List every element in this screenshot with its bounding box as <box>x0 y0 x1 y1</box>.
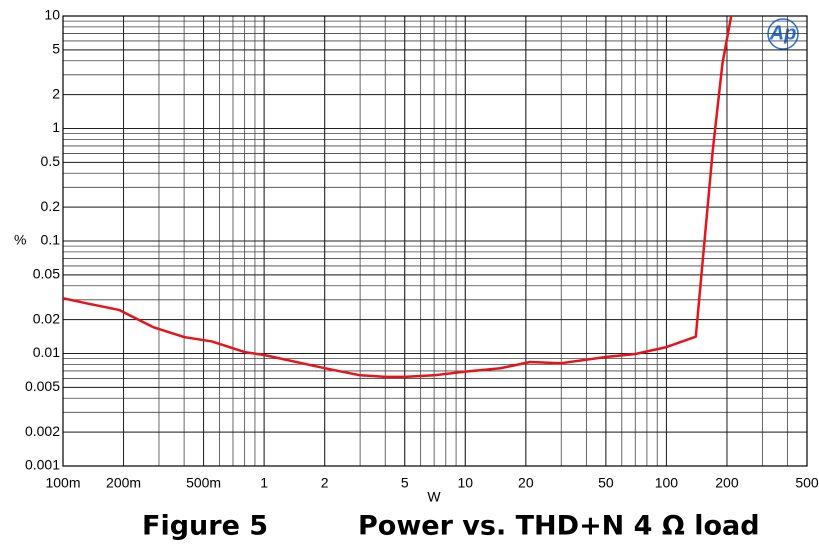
y-tick-label: 0.2 <box>41 198 61 214</box>
y-tick-label: 0.02 <box>33 310 60 326</box>
logo-ring <box>767 18 799 50</box>
x-tick-label: 100 <box>655 475 679 491</box>
y-tick-label: 10 <box>44 7 60 23</box>
data-line <box>63 16 733 379</box>
x-tick-label: 200m <box>106 475 141 491</box>
x-tick-label: 100m <box>45 475 80 491</box>
y-tick-label: 2 <box>52 85 60 101</box>
y-tick-label: 0.05 <box>33 266 60 282</box>
x-tick-label: 500m <box>186 475 221 491</box>
y-tick-label: 0.01 <box>33 344 60 360</box>
plot-frame <box>62 15 808 467</box>
x-tick-label: 500 <box>795 475 819 491</box>
y-axis-label: % <box>14 232 26 248</box>
x-tick-label: 10 <box>457 475 473 491</box>
plot-area <box>63 16 733 379</box>
x-tick-label: 1 <box>260 475 268 491</box>
x-axis-label: W <box>427 489 441 505</box>
x-tick-label: 200 <box>715 475 739 491</box>
x-tick-label: 20 <box>518 475 534 491</box>
figure-label: Figure 5 <box>142 511 268 542</box>
y-tick-label: 0.001 <box>25 457 60 473</box>
y-tick-label: 0.002 <box>25 423 60 439</box>
y-tick-label: 5 <box>52 41 60 57</box>
chart-title: Power vs. THD+N 4 Ω load <box>358 511 760 542</box>
x-tick-label: 50 <box>598 475 614 491</box>
x-tick-label: 2 <box>321 475 329 491</box>
y-tick-label: 1 <box>52 119 60 135</box>
x-tick-label: 5 <box>401 475 409 491</box>
y-tick-label: 0.005 <box>25 378 60 394</box>
y-tick-label: 0.1 <box>41 232 61 248</box>
y-tick-label: 0.5 <box>41 153 61 169</box>
